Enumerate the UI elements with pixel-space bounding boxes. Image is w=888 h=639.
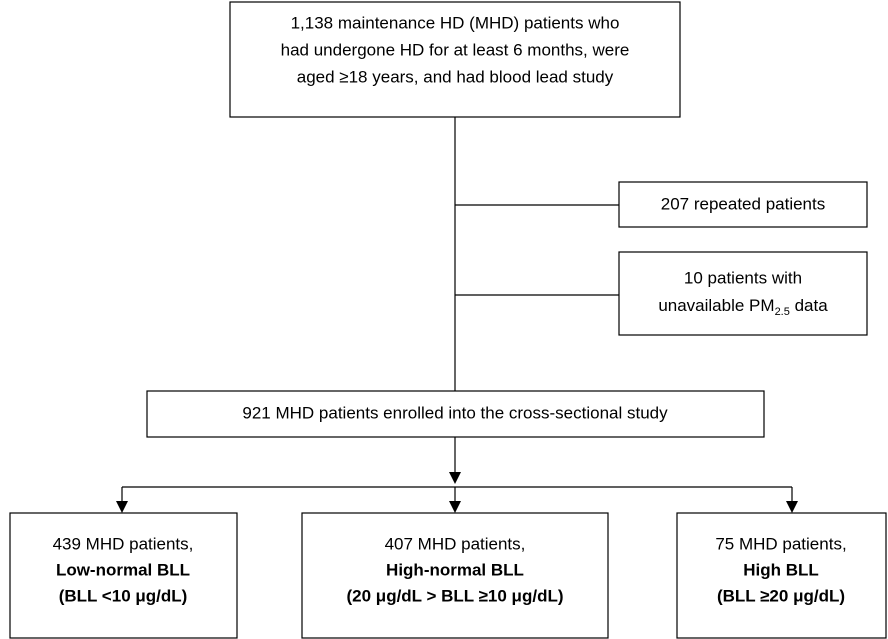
group-box: 407 MHD patients, High-normal BLL (20 μg…	[301, 512, 609, 639]
subscript: 2.5	[775, 306, 790, 318]
node-exclusion: 207 repeated patients	[618, 181, 868, 228]
node-text: 921 MHD patients enrolled into the cross…	[242, 403, 668, 422]
text-part: unavailable PM	[658, 296, 774, 315]
node-start: 1,138 maintenance HD (MHD) patients who …	[229, 1, 681, 118]
group-count: 439 MHD patients,	[53, 534, 194, 553]
group-count: 407 MHD patients,	[385, 534, 526, 553]
node-text: 1,138 maintenance HD (MHD) patients who	[291, 13, 620, 32]
node-text: aged ≥18 years, and had blood lead study	[297, 67, 614, 86]
group-box: 439 MHD patients, Low-normal BLL (BLL <1…	[9, 512, 238, 639]
node-text: 10 patients with	[684, 268, 802, 287]
group-count: 75 MHD patients,	[715, 534, 846, 553]
connectors	[116, 117, 798, 513]
text-part: data	[790, 296, 828, 315]
group-label: Low-normal BLL	[56, 560, 190, 579]
node-text: unavailable PM2.5 data	[658, 296, 828, 317]
group-range: (BLL ≥20 μg/dL)	[717, 586, 845, 605]
group-label: High BLL	[743, 560, 819, 579]
node-exclusion: 10 patients with unavailable PM2.5 data	[618, 251, 868, 336]
node-text: had undergone HD for at least 6 months, …	[281, 40, 630, 59]
node-enrolled: 921 MHD patients enrolled into the cross…	[146, 390, 765, 438]
node-text: 207 repeated patients	[661, 194, 825, 213]
group-label: High-normal BLL	[386, 560, 524, 579]
group-range: (BLL <10 μg/dL)	[59, 586, 188, 605]
group-range: (20 μg/dL > BLL ≥10 μg/dL)	[347, 586, 564, 605]
group-box: 75 MHD patients, High BLL (BLL ≥20 μg/dL…	[676, 512, 887, 639]
